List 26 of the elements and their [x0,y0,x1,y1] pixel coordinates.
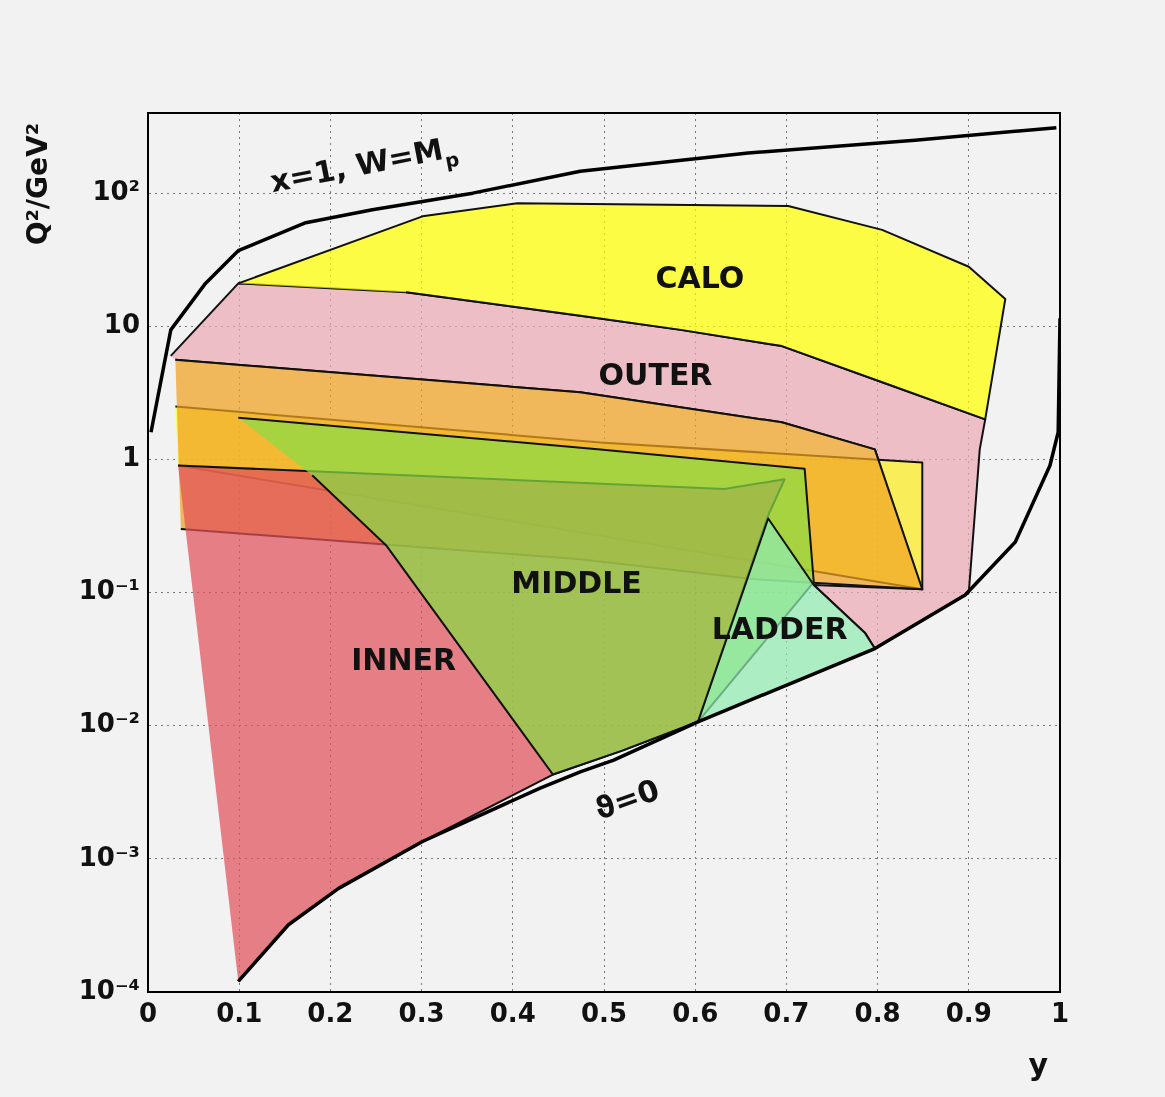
x-tick-label: 0.8 [854,998,901,1029]
x-tick-label: 0.2 [307,998,354,1029]
y-tick-label: 10 [103,309,140,340]
x-tick-label: 0.9 [945,998,992,1029]
series-label: MIDDLE [511,565,642,601]
series-label: OUTER [598,357,713,393]
x-tick-label: 1 [1050,998,1070,1029]
y-tick-label: 10⁻³ [78,841,140,872]
annotation: x=1, W=Mp [267,131,462,200]
x-tick-label: 0.6 [672,998,719,1029]
x-tick-label: 0.4 [489,998,536,1029]
y-axis-title: Q²/GeV² [21,123,55,246]
y-tick-label: 10⁻² [78,708,140,739]
x-tick-label: 0.3 [398,998,445,1029]
x-tick-label: 0.7 [763,998,810,1029]
y-tick-label: 10⁻⁴ [78,974,140,1005]
x-tick-label: 0.5 [580,998,628,1029]
y-tick-label: 10⁻¹ [78,575,140,606]
series-label: INNER [351,642,457,678]
y-tick-label: 10² [92,175,140,206]
x-tick-label: 0.1 [216,998,263,1029]
x-axis-title: y [1028,1046,1049,1082]
annotation: ϑ=0 [590,771,664,827]
x-tick-label: 0 [138,998,158,1029]
series-label: CALO [655,259,745,295]
y-tick-label: 1 [121,442,140,473]
